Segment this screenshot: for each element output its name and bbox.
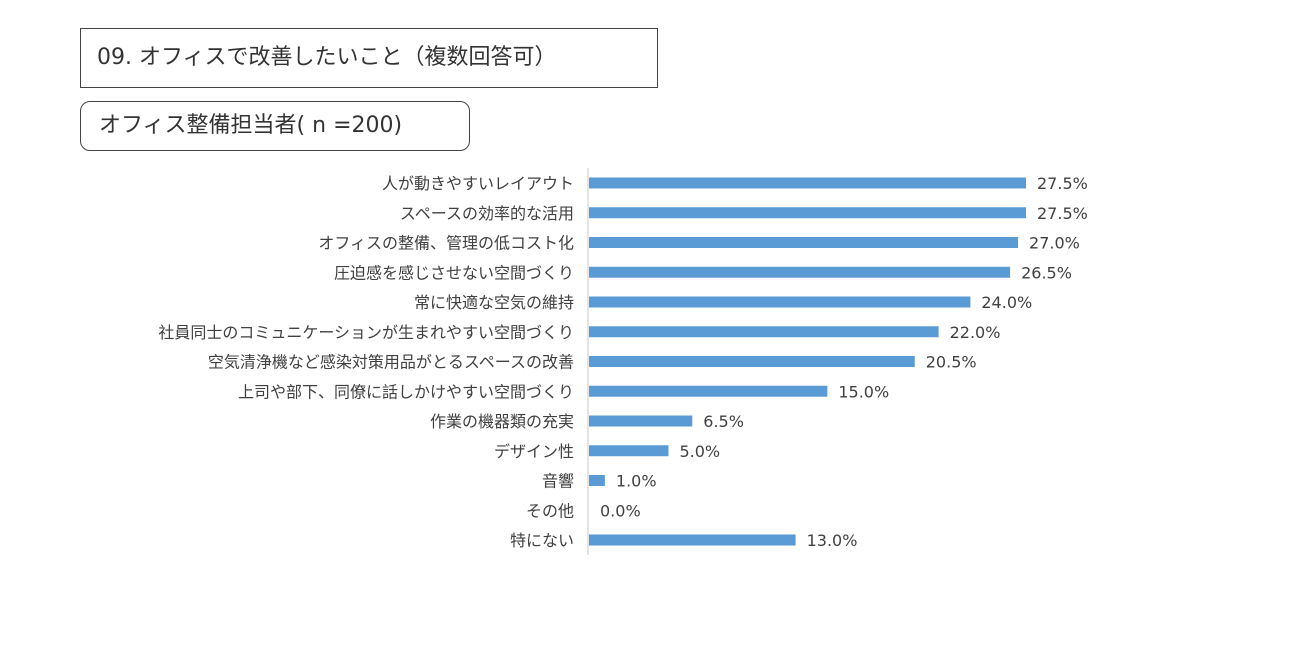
category-label: 作業の機器類の充実 — [430, 412, 574, 431]
value-label: 22.0% — [950, 323, 1001, 342]
bar — [589, 237, 1019, 248]
category-label: 人が動きやすいレイアウト — [382, 174, 574, 193]
category-label: オフィスの整備、管理の低コスト化 — [318, 234, 574, 253]
category-label: その他 — [526, 501, 574, 520]
category-label: 社員同士のコミュニケーションが生まれやすい空間づくり — [158, 323, 574, 342]
value-label: 26.5% — [1021, 263, 1072, 282]
value-label: 13.0% — [807, 531, 858, 550]
bar — [589, 356, 915, 367]
bar — [589, 445, 669, 457]
category-label: 音響 — [542, 472, 574, 491]
bar — [589, 326, 939, 338]
category-label: 上司や部下、同僚に話しかけやすい空間づくり — [238, 382, 574, 401]
bar — [589, 207, 1026, 219]
value-label: 24.0% — [981, 293, 1032, 312]
bar — [589, 177, 1026, 189]
bar — [589, 385, 828, 397]
category-label: 常に快適な空気の維持 — [414, 293, 574, 312]
value-label: 27.0% — [1029, 234, 1080, 253]
chart-subtitle: オフィス整備担当者( n =200) — [80, 101, 470, 151]
value-label: 20.5% — [926, 353, 977, 372]
category-label: デザイン性 — [494, 442, 574, 461]
value-label: 15.0% — [838, 382, 889, 401]
value-label: 6.5% — [703, 412, 744, 431]
value-label: 27.5% — [1037, 174, 1088, 193]
bar — [589, 534, 796, 546]
chart-title: 09. オフィスで改善したいこと（複数回答可） — [80, 28, 658, 88]
category-label: 圧迫感を感じさせない空間づくり — [334, 263, 574, 282]
category-label: 特にない — [510, 531, 574, 550]
value-label: 1.0% — [616, 472, 657, 491]
value-label: 27.5% — [1037, 204, 1088, 223]
bar — [589, 296, 971, 308]
category-label: 空気清浄機など感染対策用品がとるスペースの改善 — [208, 353, 574, 372]
category-label: スペースの効率的な活用 — [400, 204, 574, 223]
bar — [589, 415, 693, 427]
bar — [589, 475, 605, 486]
value-label: 0.0% — [600, 501, 641, 520]
bar — [589, 266, 1011, 278]
value-label: 5.0% — [679, 442, 720, 461]
